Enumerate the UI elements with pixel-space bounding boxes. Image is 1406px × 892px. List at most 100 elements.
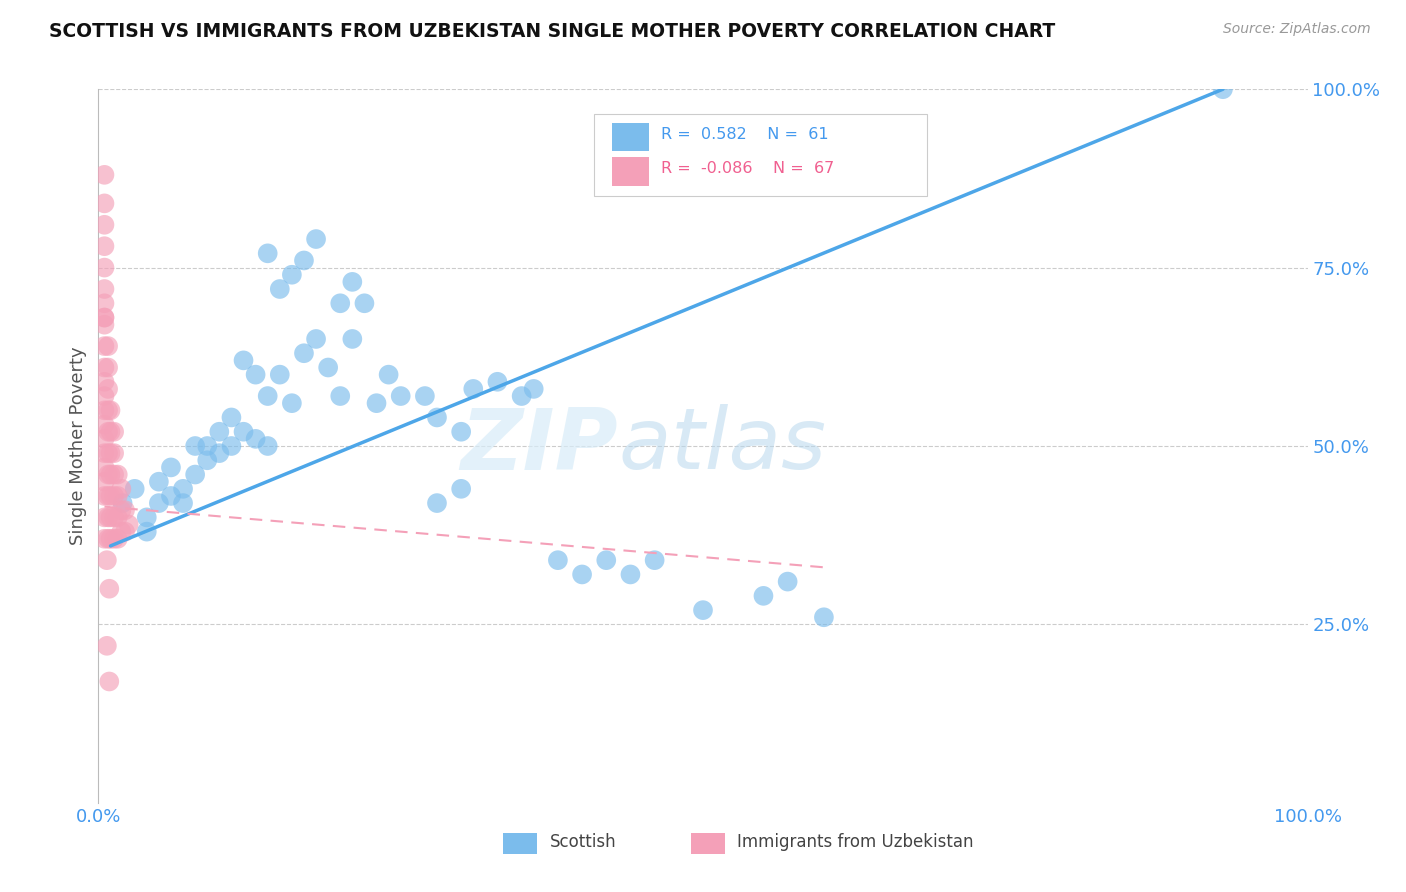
- Point: [269, 282, 291, 296]
- Point: [93, 403, 115, 417]
- Point: [135, 510, 157, 524]
- Point: [110, 503, 132, 517]
- Point: [281, 396, 304, 410]
- Point: [486, 375, 509, 389]
- Point: [93, 310, 115, 325]
- Point: [292, 253, 315, 268]
- Point: [450, 425, 472, 439]
- Point: [93, 489, 115, 503]
- Point: [510, 389, 533, 403]
- Point: [103, 467, 125, 482]
- Point: [208, 425, 231, 439]
- Point: [97, 360, 120, 375]
- Point: [366, 396, 388, 410]
- Point: [813, 610, 835, 624]
- Point: [93, 218, 115, 232]
- Point: [93, 282, 115, 296]
- Point: [256, 439, 278, 453]
- Point: [97, 467, 120, 482]
- Point: [305, 232, 328, 246]
- Point: [148, 475, 170, 489]
- Point: [100, 489, 122, 503]
- Point: [100, 510, 122, 524]
- Point: [114, 524, 136, 539]
- Point: [93, 310, 115, 325]
- Point: [93, 432, 115, 446]
- Point: [232, 353, 254, 368]
- Text: ZIP: ZIP: [461, 404, 619, 488]
- Point: [97, 510, 120, 524]
- Point: [97, 446, 120, 460]
- Point: [96, 553, 118, 567]
- Point: [221, 410, 243, 425]
- Point: [305, 332, 328, 346]
- Point: [100, 467, 122, 482]
- Point: [450, 482, 472, 496]
- Point: [353, 296, 375, 310]
- Point: [97, 532, 120, 546]
- Point: [292, 346, 315, 360]
- Point: [103, 489, 125, 503]
- Point: [93, 446, 115, 460]
- Point: [316, 360, 339, 375]
- Point: [107, 532, 129, 546]
- Y-axis label: Single Mother Poverty: Single Mother Poverty: [69, 347, 87, 545]
- Point: [389, 389, 412, 403]
- Point: [172, 496, 194, 510]
- FancyBboxPatch shape: [503, 833, 537, 855]
- Point: [93, 339, 115, 353]
- Point: [114, 503, 136, 517]
- Point: [256, 389, 278, 403]
- Point: [98, 674, 121, 689]
- Point: [160, 460, 183, 475]
- Point: [100, 425, 122, 439]
- Point: [93, 196, 115, 211]
- Point: [426, 410, 449, 425]
- Point: [103, 446, 125, 460]
- Point: [644, 553, 666, 567]
- Point: [111, 496, 134, 510]
- Point: [184, 467, 207, 482]
- Point: [93, 375, 115, 389]
- Point: [93, 475, 115, 489]
- Point: [342, 275, 364, 289]
- Text: Scottish: Scottish: [550, 833, 616, 851]
- Point: [463, 382, 485, 396]
- Point: [93, 168, 115, 182]
- Point: [93, 296, 115, 310]
- Point: [329, 389, 352, 403]
- Point: [281, 268, 304, 282]
- Text: Immigrants from Uzbekistan: Immigrants from Uzbekistan: [737, 833, 973, 851]
- Point: [93, 510, 115, 524]
- Point: [184, 439, 207, 453]
- Point: [342, 332, 364, 346]
- Text: atlas: atlas: [619, 404, 827, 488]
- Point: [195, 453, 218, 467]
- Point: [98, 582, 121, 596]
- Point: [107, 467, 129, 482]
- Point: [148, 496, 170, 510]
- Point: [96, 639, 118, 653]
- Point: [100, 446, 122, 460]
- Point: [571, 567, 593, 582]
- Point: [93, 239, 115, 253]
- Point: [329, 296, 352, 310]
- Point: [776, 574, 799, 589]
- Point: [232, 425, 254, 439]
- Point: [160, 489, 183, 503]
- Text: Source: ZipAtlas.com: Source: ZipAtlas.com: [1223, 22, 1371, 37]
- Text: R =  -0.086    N =  67: R = -0.086 N = 67: [661, 161, 834, 177]
- Point: [100, 403, 122, 417]
- FancyBboxPatch shape: [612, 123, 648, 152]
- Point: [172, 482, 194, 496]
- Point: [107, 489, 129, 503]
- Point: [93, 360, 115, 375]
- Point: [752, 589, 775, 603]
- Point: [93, 318, 115, 332]
- Point: [377, 368, 399, 382]
- Point: [93, 260, 115, 275]
- Point: [245, 432, 267, 446]
- Point: [619, 567, 641, 582]
- Point: [245, 368, 267, 382]
- FancyBboxPatch shape: [612, 157, 648, 186]
